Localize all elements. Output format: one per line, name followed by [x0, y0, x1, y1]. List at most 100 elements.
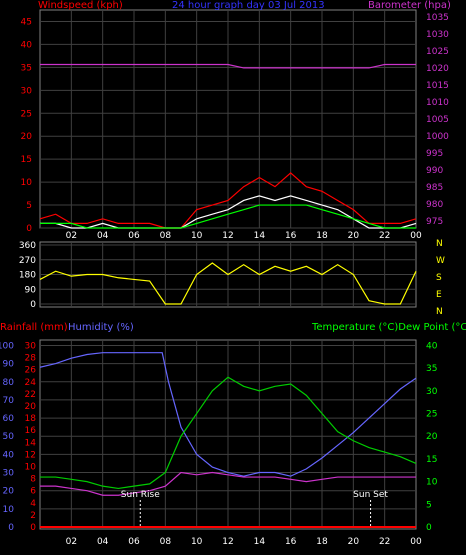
rainfall-tick-label: 16: [25, 426, 37, 436]
humidity-tick-label: 70: [3, 396, 15, 406]
barometer-axis-title: Barometer (hpa): [368, 0, 451, 11]
series: [39, 262, 417, 305]
time-tick-label: 22: [379, 537, 390, 547]
windspeed-tick-label: 0: [26, 224, 32, 234]
time-ticks: 02 04 06 08 10 12 14 16 18 20 22 00: [66, 537, 422, 547]
humidity-tick-label: 20: [3, 487, 15, 497]
direction-tick-label: 180: [19, 271, 36, 281]
series-line-avg: [40, 204, 416, 229]
humidity-tick-label: 60: [3, 414, 15, 424]
time-tick-label: 10: [191, 537, 203, 547]
temperature-axis-title: Temperature (°C)Dew Point (°C): [311, 322, 466, 333]
direction-tick-label: 90: [25, 285, 37, 295]
rainfall-tick-label: 14: [25, 438, 37, 448]
rainfall-tick-label: 18: [25, 414, 37, 424]
time-tick-label: 12: [222, 231, 233, 241]
time-tick-label: 12: [222, 537, 233, 547]
windspeed-tick-label: 30: [21, 86, 33, 96]
barometer-tick-label: 1035: [426, 13, 449, 23]
series-line-gust: [39, 172, 417, 229]
time-tick-label: 16: [285, 231, 297, 241]
rainfall-tick-label: 30: [25, 341, 37, 351]
humidity-axis-title: Humidity (%): [68, 322, 134, 333]
series-line-temp: [40, 376, 417, 490]
rainfall-tick-label: 2: [30, 511, 36, 521]
humidity-tick-label: 80: [3, 378, 15, 388]
time-tick-label: 04: [97, 231, 109, 241]
direction-tick-label: 270: [19, 256, 36, 266]
direction-tick-label: 0: [30, 300, 36, 310]
compass-tick-label: E: [436, 290, 442, 300]
time-tick-label: 04: [97, 537, 109, 547]
time-tick-label: 18: [316, 537, 328, 547]
rainfall-tick-label: 10: [25, 462, 37, 472]
series-line-dew: [40, 471, 416, 496]
temperature-tick-label: 5: [426, 500, 432, 510]
barometer-tick-label: 985: [426, 183, 443, 193]
humidity-ticks: 0 10 20 30 40 50 60 70 80 90 100: [0, 341, 14, 533]
windspeed-tick-label: 40: [21, 40, 33, 50]
series: [39, 352, 417, 528]
rainfall-tick-label: 22: [25, 390, 36, 400]
humidity-tick-label: 90: [3, 360, 15, 370]
temperature-tick-label: 35: [426, 364, 437, 374]
barometer-tick-label: 1015: [426, 81, 449, 91]
windspeed-tick-label: 10: [21, 178, 33, 188]
annotation-label: Sun Rise: [121, 490, 160, 500]
time-tick-label: 16: [285, 537, 297, 547]
rainfall-tick-label: 24: [25, 378, 37, 388]
windspeed-axis-title: Windspeed (kph): [38, 0, 123, 11]
barometer-tick-label: 990: [426, 166, 443, 176]
time-tick-label: 18: [316, 231, 328, 241]
chart-title: 24 hour graph day 03 Jul 2013: [172, 0, 325, 11]
wind-barometer-panel: Windspeed (kph) 24 hour graph day 03 Jul…: [21, 0, 451, 241]
time-tick-label: 00: [410, 231, 422, 241]
temperature-tick-label: 10: [426, 478, 438, 488]
windspeed-tick-label: 15: [21, 155, 32, 165]
temperature-tick-label: 40: [426, 341, 438, 351]
humidity-tick-label: 40: [3, 450, 15, 460]
windspeed-tick-label: 20: [21, 132, 33, 142]
time-tick-label: 02: [66, 537, 77, 547]
compass-tick-label: N: [436, 239, 443, 249]
humidity-tick-label: 0: [8, 523, 14, 533]
windspeed-ticks: 0 5 10 15 20 25 30 35 40 45: [21, 17, 33, 234]
time-tick-label: 06: [128, 537, 140, 547]
time-ticks: 02 04 06 08 10 12 14 16 18 20 22 00: [66, 231, 422, 241]
barometer-tick-label: 980: [426, 200, 443, 210]
barometer-tick-label: 995: [426, 149, 443, 159]
time-tick-label: 06: [128, 231, 140, 241]
temperature-tick-label: 25: [426, 410, 437, 420]
temperature-tick-label: 30: [426, 387, 438, 397]
time-tick-label: 00: [410, 537, 422, 547]
rainfall-axis-title: Rainfall (mm): [0, 322, 68, 333]
rainfall-tick-label: 26: [25, 366, 37, 376]
series-line-hum: [39, 352, 417, 477]
rainfall-tick-label: 8: [30, 475, 36, 485]
rainfall-tick-label: 0: [30, 523, 36, 533]
barometer-tick-label: 1030: [426, 30, 449, 40]
humidity-tick-label: 10: [3, 505, 15, 515]
temperature-humidity-panel: Rainfall (mm) Humidity (%) Temperature (…: [0, 322, 466, 547]
time-tick-label: 20: [348, 537, 360, 547]
temperature-tick-label: 15: [426, 455, 437, 465]
rainfall-tick-label: 6: [30, 487, 36, 497]
compass-tick-label: S: [436, 273, 442, 283]
direction-tick-label: 360: [19, 241, 36, 251]
rainfall-tick-label: 4: [30, 499, 36, 509]
series-line-baro: [40, 63, 416, 69]
humidity-tick-label: 50: [3, 432, 15, 442]
temperature-tick-label: 20: [426, 432, 438, 442]
time-tick-label: 20: [348, 231, 360, 241]
annotation-label: Sun Set: [353, 490, 388, 500]
temperature-tick-label: 0: [426, 523, 432, 533]
humidity-tick-label: 30: [3, 469, 15, 479]
windspeed-tick-label: 25: [21, 109, 32, 119]
compass-tick-label: W: [436, 256, 445, 266]
rainfall-tick-label: 28: [25, 354, 37, 364]
barometer-tick-label: 1005: [426, 115, 449, 125]
time-tick-label: 02: [66, 231, 77, 241]
